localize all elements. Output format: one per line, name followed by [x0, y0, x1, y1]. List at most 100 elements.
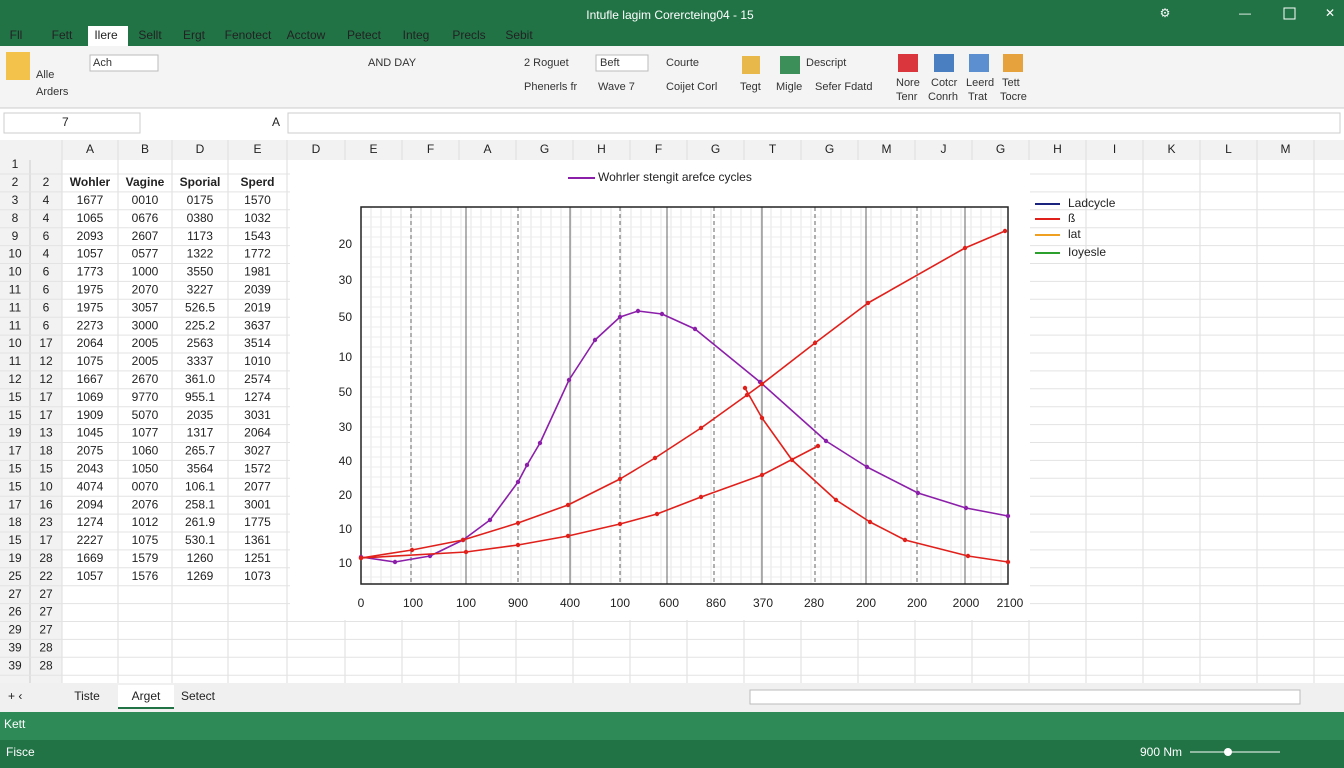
cell[interactable]: 1669	[77, 551, 104, 565]
cell[interactable]: 2093	[77, 229, 104, 243]
ribbon-label[interactable]: Trat	[968, 91, 987, 103]
ribbon-label[interactable]: Nore	[896, 77, 920, 89]
cell[interactable]: 2070	[132, 282, 159, 296]
cell[interactable]: 3227	[187, 282, 214, 296]
cell[interactable]: 2064	[77, 336, 104, 350]
cell[interactable]: 1075	[132, 533, 159, 547]
menu-tab[interactable]: Sellt	[138, 28, 162, 42]
sheet-tab[interactable]: Arget	[132, 689, 161, 703]
cell[interactable]: 1543	[244, 229, 271, 243]
cell[interactable]: 1065	[77, 211, 104, 225]
ribbon-label[interactable]: 2 Roguet	[524, 57, 569, 69]
cell[interactable]: 1000	[132, 265, 159, 279]
cell[interactable]: 1772	[244, 247, 271, 261]
cell[interactable]: 1775	[244, 515, 271, 529]
cell[interactable]: 1010	[244, 354, 271, 368]
cell[interactable]: 2043	[77, 461, 104, 475]
cell[interactable]: 265.7	[185, 444, 215, 458]
icon-yellow[interactable]	[742, 56, 760, 74]
ribbon-label[interactable]: Tegt	[740, 81, 761, 93]
cell[interactable]: 2075	[77, 444, 104, 458]
minimize-button[interactable]: —	[1239, 6, 1251, 20]
cell[interactable]: Vagine	[126, 175, 165, 189]
cell[interactable]: Wohler	[70, 175, 111, 189]
cell[interactable]: 1773	[77, 265, 104, 279]
cell[interactable]: 261.9	[185, 515, 215, 529]
icon-red[interactable]	[898, 54, 918, 72]
cell[interactable]: 3337	[187, 354, 214, 368]
menu-tab[interactable]: Petect	[347, 28, 382, 42]
maximize-button[interactable]	[1283, 7, 1296, 20]
cell[interactable]: 1317	[187, 426, 214, 440]
menu-tab[interactable]: Fenotect	[225, 28, 272, 42]
cell[interactable]: 225.2	[185, 318, 215, 332]
style-box[interactable]	[595, 54, 649, 72]
ribbon-label[interactable]: Tenr	[896, 91, 918, 103]
cell[interactable]: 3637	[244, 318, 271, 332]
cell[interactable]: 2076	[132, 497, 159, 511]
settings-icon[interactable]: ⚙	[1160, 6, 1171, 20]
icon-orange[interactable]	[1003, 54, 1023, 72]
ribbon-label[interactable]: Leerd	[966, 77, 994, 89]
cell[interactable]: 1260	[187, 551, 214, 565]
cell[interactable]: 9770	[132, 390, 159, 404]
cell[interactable]: 1073	[244, 569, 271, 583]
cell[interactable]: 1069	[77, 390, 104, 404]
cell[interactable]: 1251	[244, 551, 271, 565]
cell[interactable]: 1274	[77, 515, 104, 529]
cell[interactable]: 1909	[77, 408, 104, 422]
icon-blue2[interactable]	[969, 54, 989, 72]
menu-tab[interactable]: Ilere	[94, 28, 118, 42]
cell[interactable]: 1576	[132, 569, 159, 583]
cell[interactable]: 2035	[187, 408, 214, 422]
cell[interactable]: 2563	[187, 336, 214, 350]
sheet-tab[interactable]: Setect	[181, 689, 216, 703]
menu-tab[interactable]: Fett	[52, 28, 73, 42]
cell[interactable]: 0070	[132, 479, 159, 493]
cell[interactable]: 1677	[77, 193, 104, 207]
menu-tab[interactable]: Integ	[403, 28, 430, 42]
cell[interactable]: Sporial	[180, 175, 221, 189]
cell[interactable]: 106.1	[185, 479, 215, 493]
cell[interactable]: 3031	[244, 408, 271, 422]
cell[interactable]: 1045	[77, 426, 104, 440]
cell[interactable]: 1032	[244, 211, 271, 225]
cell[interactable]: 3564	[187, 461, 214, 475]
cell[interactable]: 2005	[132, 336, 159, 350]
cell[interactable]: 1060	[132, 444, 159, 458]
ribbon-label[interactable]: Descript	[806, 57, 846, 69]
cell[interactable]: 526.5	[185, 300, 215, 314]
cell[interactable]: 3514	[244, 336, 271, 350]
cell[interactable]: 530.1	[185, 533, 215, 547]
name-box[interactable]	[3, 112, 141, 134]
sheet-tab[interactable]: Tiste	[74, 689, 100, 703]
ribbon-label[interactable]: Arders	[36, 86, 69, 98]
cell[interactable]: 0175	[187, 193, 214, 207]
sheet-nav[interactable]: + ‹	[8, 689, 22, 703]
ribbon-label[interactable]: Conrh	[928, 91, 958, 103]
cell[interactable]: 1579	[132, 551, 159, 565]
active-sheet-tab[interactable]	[118, 685, 174, 709]
cell[interactable]: 3057	[132, 300, 159, 314]
cell[interactable]: 1075	[77, 354, 104, 368]
close-button[interactable]: ✕	[1325, 6, 1335, 20]
menu-tab[interactable]: Sebit	[505, 28, 533, 42]
cell[interactable]: 1975	[77, 282, 104, 296]
cell[interactable]: 1570	[244, 193, 271, 207]
cell[interactable]: 1667	[77, 372, 104, 386]
cell[interactable]: Sperd	[240, 175, 274, 189]
cell[interactable]: 1361	[244, 533, 271, 547]
cell[interactable]: 2574	[244, 372, 271, 386]
cell[interactable]: 1981	[244, 265, 271, 279]
cell[interactable]: 4074	[77, 479, 104, 493]
cell[interactable]: 2607	[132, 229, 159, 243]
cell[interactable]: 2077	[244, 479, 271, 493]
ribbon-label[interactable]: Cotcr	[931, 77, 958, 89]
ribbon-label[interactable]: Wave 7	[598, 81, 635, 93]
menu-tab[interactable]: Ergt	[183, 28, 206, 42]
ribbon-label[interactable]: Courte	[666, 57, 699, 69]
cell[interactable]: 3550	[187, 265, 214, 279]
cell[interactable]: 2005	[132, 354, 159, 368]
cell[interactable]: 0010	[132, 193, 159, 207]
cell[interactable]: 2670	[132, 372, 159, 386]
